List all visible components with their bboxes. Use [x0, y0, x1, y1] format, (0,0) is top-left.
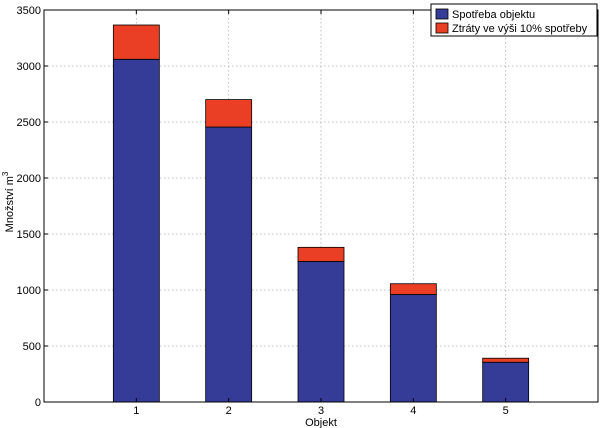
y-tick-label: 2500	[17, 117, 41, 129]
x-tick-label: 1	[133, 405, 139, 417]
bar-consumption-5	[482, 361, 530, 403]
bar-consumption-1	[112, 58, 160, 403]
legend-label-series-1: Spotřeba objektu	[452, 9, 535, 21]
bar-consumption-4	[389, 294, 437, 403]
x-tick-label: 3	[318, 405, 324, 417]
x-ticks: 1 2 3 4 5	[133, 10, 509, 417]
y-tick-label: 3500	[17, 5, 41, 17]
bar-consumption-2	[205, 126, 253, 403]
bar-losses-2	[205, 99, 253, 128]
legend-box	[430, 3, 598, 37]
y-tick-label: 0	[35, 397, 41, 409]
bars	[112, 24, 530, 403]
legend-swatch-series-2	[435, 22, 449, 34]
bar-losses-1	[112, 24, 160, 60]
legend-label-series-2: Ztráty ve výši 10% spotřeby	[452, 23, 588, 35]
legend: Spotřeba objektu Ztráty ve výši 10% spot…	[430, 3, 598, 37]
bar-losses-3	[297, 246, 345, 262]
legend-swatch-series-1	[435, 8, 449, 20]
bar-losses-4	[389, 283, 437, 295]
y-tick-label: 1000	[17, 285, 41, 297]
x-tick-label: 2	[226, 405, 232, 417]
x-tick-label: 5	[503, 405, 509, 417]
y-tick-label: 500	[23, 341, 41, 353]
x-tick-label: 4	[410, 405, 416, 417]
y-axis-label: Množství m3	[1, 171, 16, 232]
y-axis-label-main: Množství m	[4, 176, 16, 232]
x-axis-label: Objekt	[305, 417, 337, 428]
y-tick-label: 2000	[17, 173, 41, 185]
y-axis-label-superscript: 3	[1, 171, 10, 176]
y-tick-label: 1500	[17, 229, 41, 241]
bar-consumption-3	[297, 261, 345, 403]
bar-losses-5	[482, 357, 530, 363]
y-ticks: 0 500 1000 1500 2000 2500 3000 3500	[17, 5, 598, 409]
y-tick-label: 3000	[17, 61, 41, 73]
